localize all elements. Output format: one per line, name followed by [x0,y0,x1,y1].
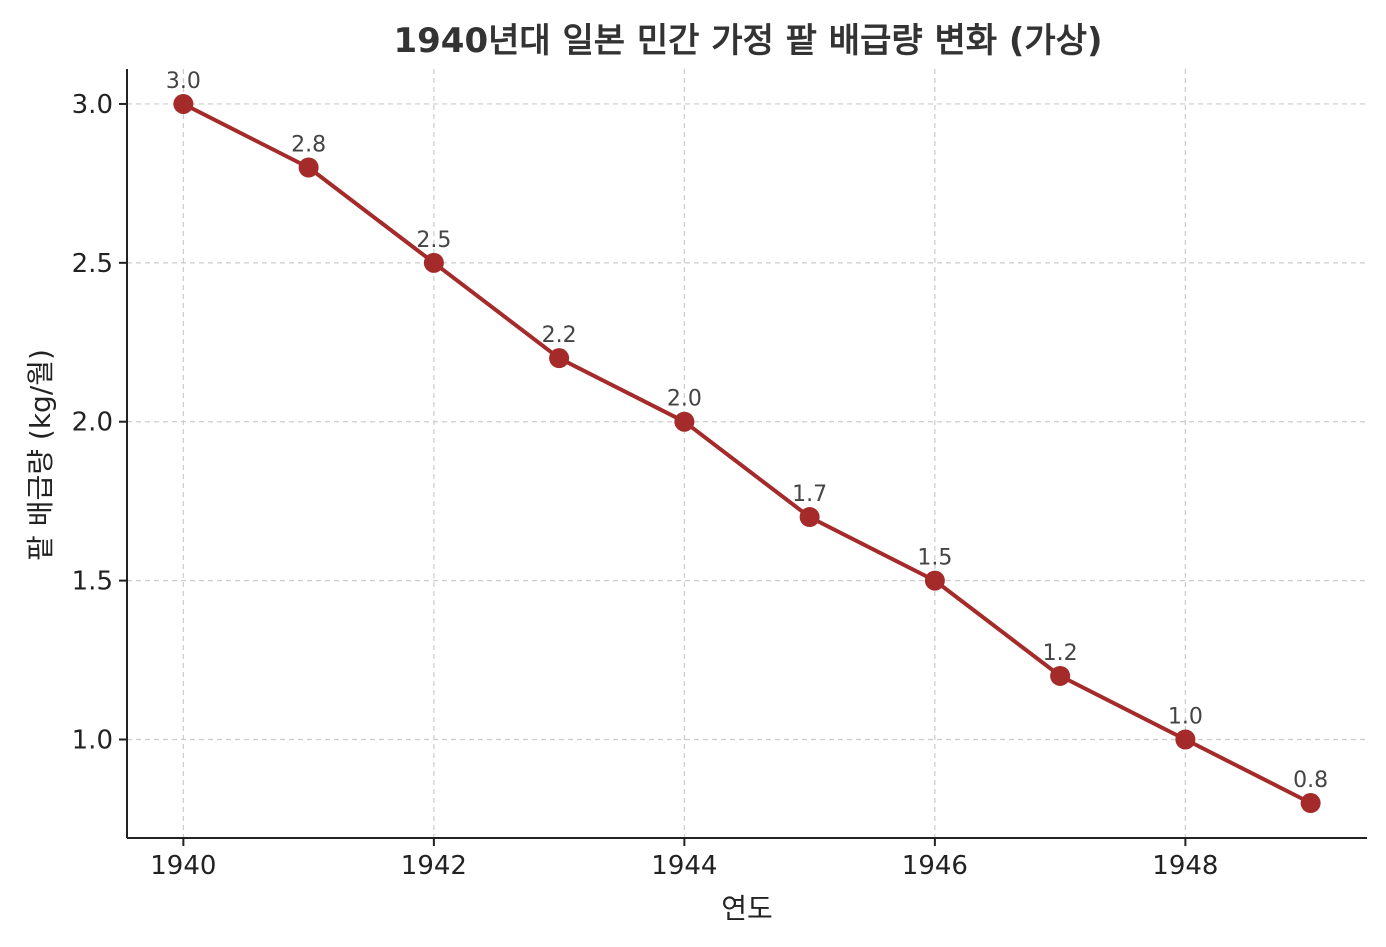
data-point [799,507,820,528]
y-tick-label: 1.5 [72,567,113,597]
data-label: 2.5 [416,228,451,253]
chart-title: 1940년대 일본 민간 가정 팥 배급량 변화 (가상) [393,21,1102,61]
data-point [1175,729,1196,750]
y-tick-label: 2.0 [72,408,113,438]
x-axis-label: 연도 [721,892,773,925]
data-label: 1.0 [1168,704,1203,729]
x-tick-label: 1948 [1152,851,1218,881]
y-tick-label: 3.0 [72,90,113,120]
data-point [549,348,570,369]
y-axis-label: 팥 배급량 (kg/월) [24,349,57,561]
data-label: 2.0 [667,387,702,412]
data-label: 1.2 [1043,641,1078,666]
data-label: 3.0 [166,69,201,94]
data-label: 2.8 [291,133,326,158]
grid [127,69,1367,838]
data-labels: 3.0 2.8 2.5 2.2 2.0 1.7 1.5 1.2 1.0 0.8 [166,69,1328,793]
data-point [924,570,945,591]
series-line [182,102,1312,805]
data-label: 0.8 [1293,768,1328,793]
x-tick-label: 1944 [651,851,717,881]
data-point [173,93,194,114]
y-tick-label: 1.0 [72,725,113,755]
data-point [1050,665,1071,686]
data-point [674,411,695,432]
x-tick-label: 1940 [150,851,216,881]
data-label: 1.7 [792,482,827,507]
axes: 1940 1942 1944 1946 1948 1.0 1.5 2.0 2.5 3.0 [72,69,1367,881]
data-label: 2.2 [542,323,577,348]
data-point [423,252,444,273]
data-point [1300,793,1321,814]
data-label: 1.5 [917,546,952,571]
x-tick-label: 1946 [902,851,968,881]
data-point [298,157,319,178]
series-layer [173,93,1321,814]
x-tick-label: 1942 [401,851,467,881]
y-tick-label: 2.5 [72,249,113,279]
